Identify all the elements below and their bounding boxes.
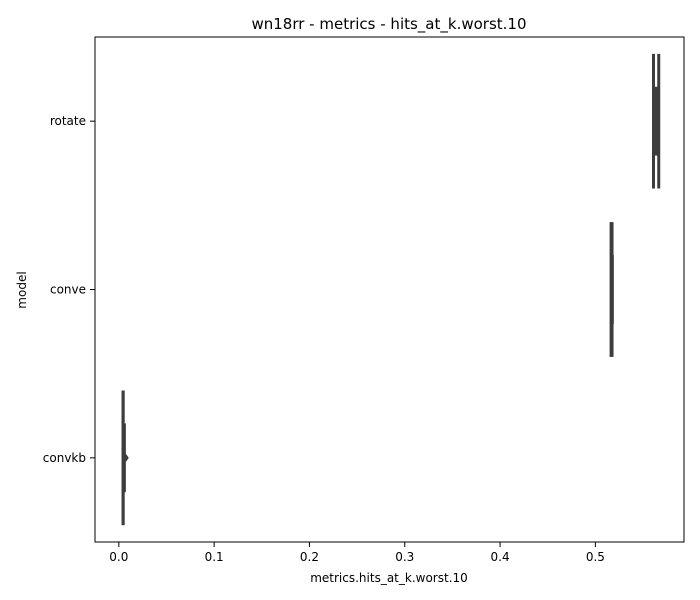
box-flier (123, 453, 129, 462)
y-tick-label: convkb (43, 451, 86, 465)
plot-area: 0.0 0.1 0.2 0.3 0.4 0.5 rotate conve convkb (43, 36, 685, 564)
chart-title: wn18rr - metrics - hits_at_k.worst.10 (251, 15, 526, 34)
x-tick-label: 0.1 (205, 550, 224, 564)
plot-frame (94, 36, 685, 543)
x-tick-label: 0.5 (586, 550, 605, 564)
x-tick-label: 0.2 (300, 550, 319, 564)
y-tick-label: rotate (50, 114, 86, 128)
y-axis-label: model (15, 271, 29, 308)
y-tick-label: conve (50, 283, 86, 297)
x-tick-label: 0.3 (395, 550, 414, 564)
x-tick-label: 0.0 (109, 550, 128, 564)
x-tick-label: 0.4 (491, 550, 510, 564)
x-axis-label: metrics.hits_at_k.worst.10 (310, 571, 468, 585)
